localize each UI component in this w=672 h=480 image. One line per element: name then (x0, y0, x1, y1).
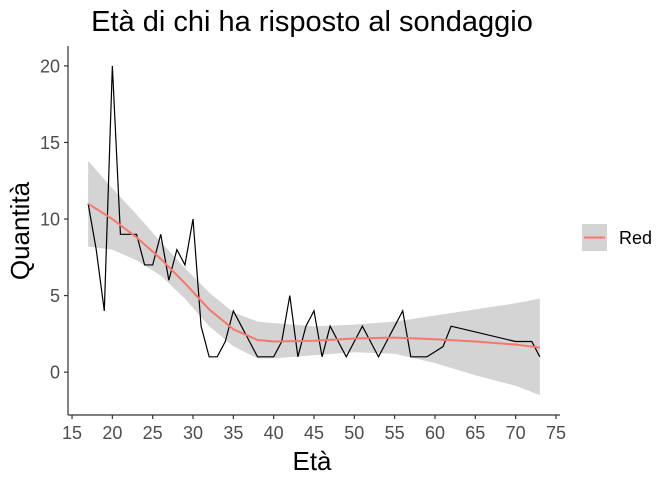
y-tick-label: 20 (40, 56, 60, 76)
legend: Red (582, 224, 652, 251)
plot-area (87, 65, 541, 396)
y-axis-ticks: 0 5 10 15 20 (40, 56, 68, 383)
x-tick-label: 30 (183, 423, 203, 443)
data-point (402, 310, 403, 311)
y-tick-label: 10 (40, 210, 60, 230)
x-tick-label: 15 (62, 423, 82, 443)
data-point (410, 356, 411, 357)
data-point (160, 234, 161, 235)
data-point (257, 356, 258, 357)
data-point (321, 356, 322, 357)
data-point (152, 264, 153, 265)
data-point (354, 341, 355, 342)
data-point (378, 356, 379, 357)
data-point (418, 356, 419, 357)
data-point (330, 326, 331, 327)
data-point (120, 234, 121, 235)
x-tick-label: 60 (425, 423, 445, 443)
data-point (249, 341, 250, 342)
data-point (281, 341, 282, 342)
x-tick-label: 45 (304, 423, 324, 443)
y-axis-title: Quantità (5, 181, 35, 280)
data-point (386, 341, 387, 342)
data-point (515, 341, 516, 342)
data-point (112, 65, 113, 66)
data-point (209, 356, 210, 357)
data-point (338, 341, 339, 342)
data-point (144, 264, 145, 265)
data-point (241, 326, 242, 327)
data-point (184, 264, 185, 265)
data-point (313, 310, 314, 311)
data-point (442, 346, 443, 347)
data-point (289, 295, 290, 296)
data-point (88, 203, 89, 204)
x-tick-label: 70 (506, 423, 526, 443)
data-point (128, 234, 129, 235)
data-point (451, 326, 452, 327)
x-axis-ticks: 15 20 25 30 35 40 45 50 55 60 65 70 75 (62, 415, 566, 443)
y-tick-label: 0 (50, 363, 60, 383)
data-point (168, 280, 169, 281)
data-point (273, 356, 274, 357)
data-point (370, 341, 371, 342)
data-point (217, 356, 218, 357)
x-tick-label: 50 (344, 423, 364, 443)
data-point (104, 310, 105, 311)
data-point (192, 218, 193, 219)
y-tick-label: 15 (40, 133, 60, 153)
legend-label: Red (619, 228, 652, 248)
x-tick-label: 20 (102, 423, 122, 443)
data-point (233, 310, 234, 311)
data-point (176, 249, 177, 250)
data-point (136, 234, 137, 235)
data-point (426, 356, 427, 357)
x-tick-label: 75 (546, 423, 566, 443)
data-point (531, 341, 532, 342)
data-point (305, 326, 306, 327)
chart-title: Età di chi ha risposto al sondaggio (91, 6, 533, 38)
data-point (539, 356, 540, 357)
data-point (225, 341, 226, 342)
smooth-trend-line (87, 202, 540, 349)
data-point (362, 326, 363, 327)
data-point (346, 356, 347, 357)
x-tick-label: 35 (223, 423, 243, 443)
x-tick-label: 65 (465, 423, 485, 443)
x-tick-label: 25 (143, 423, 163, 443)
confidence-ribbon (88, 160, 540, 396)
x-axis-title: Età (292, 446, 332, 476)
data-point (434, 351, 435, 352)
x-tick-label: 55 (385, 423, 405, 443)
data-point (394, 326, 395, 327)
data-point (200, 326, 201, 327)
data-point (265, 356, 266, 357)
y-tick-label: 5 (50, 286, 60, 306)
x-tick-label: 40 (264, 423, 284, 443)
data-point (96, 249, 97, 250)
data-point (297, 356, 298, 357)
